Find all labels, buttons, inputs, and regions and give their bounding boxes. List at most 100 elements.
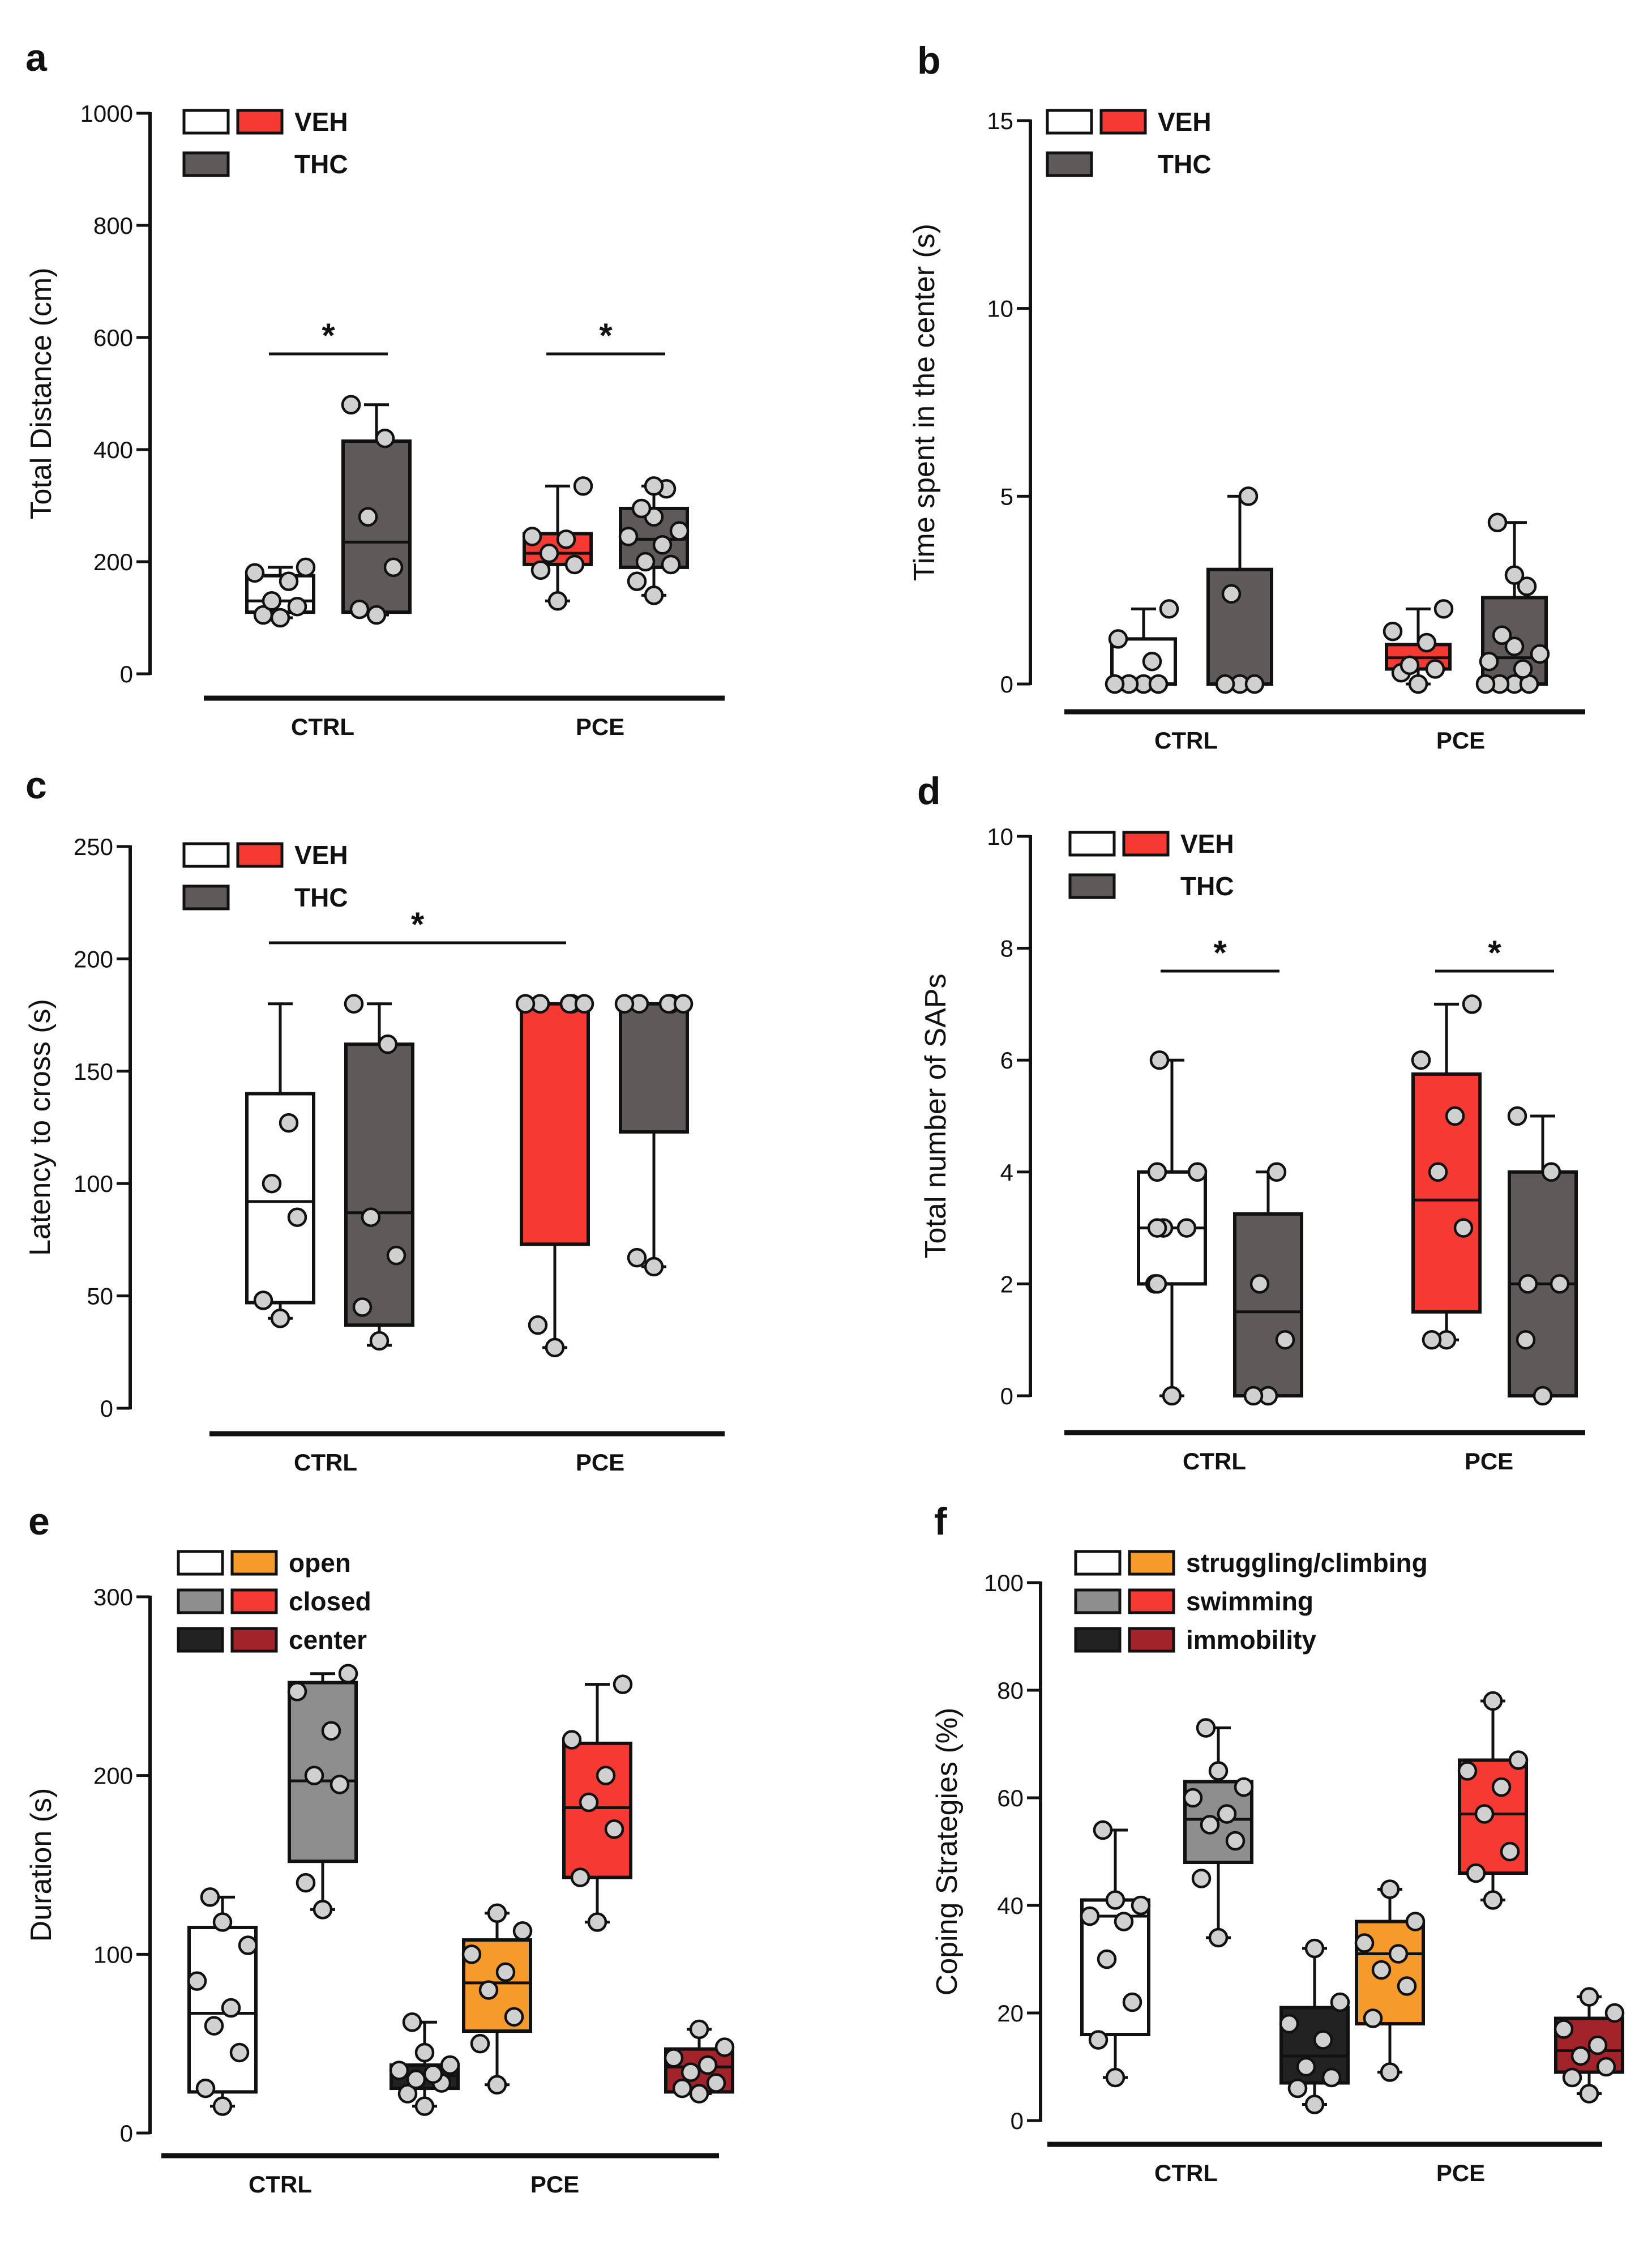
legend-swatch xyxy=(177,1588,224,1614)
data-point xyxy=(1380,2062,1400,2082)
legend-swatch xyxy=(177,1550,224,1576)
y-tick-label: 0 xyxy=(1000,1383,1013,1409)
data-point xyxy=(1221,584,1242,604)
y-tick-label: 100 xyxy=(74,1170,113,1197)
box-pce-open xyxy=(461,1903,533,2095)
data-point xyxy=(1279,2014,1299,2034)
legend-swatch xyxy=(1068,831,1116,857)
data-point xyxy=(341,395,361,415)
box-pce-center xyxy=(664,2019,735,2104)
box-ctrl-thc xyxy=(344,994,414,1351)
legend-label-immobility: immobility xyxy=(1186,1625,1316,1655)
y-tick-label: 5 xyxy=(1000,483,1013,510)
data-point xyxy=(321,1721,341,1741)
y-tick-label: 10 xyxy=(987,296,1013,322)
data-point xyxy=(522,527,542,546)
data-point xyxy=(344,994,364,1014)
data-point xyxy=(461,1944,482,1964)
iqr-box xyxy=(562,1741,632,1879)
y-axis-label: Total Distance (cm) xyxy=(25,268,58,520)
y-tick-label: 0 xyxy=(1000,671,1013,698)
panel-label: c xyxy=(25,764,47,807)
box-ctrl-thc xyxy=(341,395,412,625)
box-ctrl-veh xyxy=(1137,1050,1208,1406)
data-point xyxy=(313,1900,333,1920)
panel-label: f xyxy=(934,1500,947,1543)
data-point xyxy=(1425,659,1445,679)
data-point xyxy=(397,2084,418,2104)
y-tick-label: 0 xyxy=(120,661,133,687)
data-point xyxy=(1397,1976,1417,1996)
y-tick-label: 0 xyxy=(120,2120,133,2147)
data-point xyxy=(406,2070,426,2089)
data-point xyxy=(504,2007,524,2027)
data-point xyxy=(1541,1162,1561,1182)
box-pce-thc xyxy=(614,994,694,1277)
data-point xyxy=(1196,1718,1216,1738)
data-point xyxy=(1411,1050,1431,1070)
box-ctrl-swimming xyxy=(1183,1718,1254,1948)
data-point xyxy=(1330,1992,1350,2012)
data-point xyxy=(512,1921,533,1941)
data-point xyxy=(238,1935,258,1955)
data-point xyxy=(1108,629,1128,649)
data-point xyxy=(478,1980,499,2000)
box-pce-immobility xyxy=(1553,1987,1625,2104)
data-point xyxy=(1234,1777,1254,1797)
data-point xyxy=(358,507,378,527)
data-point xyxy=(587,1912,607,1932)
data-point xyxy=(195,2078,216,2098)
iqr-box xyxy=(341,439,412,614)
box-pce-veh xyxy=(515,994,594,1358)
data-point xyxy=(1105,1890,1125,1910)
y-tick-label: 300 xyxy=(93,1584,133,1610)
panel-c: c 0 50 100 150 200 250 Latency to cross (s) CTRL… xyxy=(24,764,725,1476)
data-point xyxy=(1453,1218,1474,1238)
data-point xyxy=(530,560,551,580)
box-pce-thc xyxy=(1507,1106,1578,1406)
data-point xyxy=(673,994,694,1014)
data-point xyxy=(515,994,536,1014)
legend-swatch xyxy=(230,1588,278,1614)
data-point xyxy=(1487,512,1508,533)
data-point xyxy=(1176,1218,1197,1238)
iqr-box xyxy=(344,1042,414,1327)
legend-label-thc: THC xyxy=(294,883,348,912)
data-point xyxy=(1408,674,1428,694)
data-point xyxy=(1183,1788,1203,1808)
data-point xyxy=(287,596,307,617)
data-point xyxy=(1142,651,1162,672)
panel-b: b 0 5 10 15 Time spent in the center (s) CTRL P… xyxy=(908,39,1585,754)
data-point xyxy=(253,1290,273,1310)
data-point xyxy=(440,2055,460,2075)
legend-swatch xyxy=(182,842,230,868)
data-point xyxy=(664,2048,684,2068)
data-point xyxy=(1492,625,1512,646)
y-tick-label: 0 xyxy=(1011,2108,1024,2134)
data-point xyxy=(1244,674,1265,694)
data-point xyxy=(1483,1691,1503,1711)
data-point xyxy=(1313,2030,1333,2050)
data-point xyxy=(613,1674,633,1694)
data-point xyxy=(564,554,585,575)
y-tick-label: 400 xyxy=(93,437,133,463)
data-point xyxy=(386,1245,406,1266)
iqr-box xyxy=(1411,1072,1482,1314)
data-point xyxy=(545,1337,565,1358)
data-point xyxy=(1208,1927,1229,1948)
data-point xyxy=(1080,1906,1100,1926)
data-point xyxy=(1416,632,1437,653)
data-point xyxy=(714,2037,735,2057)
category-label-pce: PCE xyxy=(1436,727,1485,754)
data-point xyxy=(618,527,639,546)
data-point xyxy=(1405,1912,1426,1931)
box-pce-veh xyxy=(522,476,593,611)
y-axis-label: Time spent in the center (s) xyxy=(908,224,941,581)
data-point xyxy=(1604,2003,1625,2023)
data-point xyxy=(253,605,273,625)
significance-star: * xyxy=(411,905,425,943)
y-tick-label: 100 xyxy=(93,1941,133,1968)
legend-swatch xyxy=(230,1550,278,1576)
data-point xyxy=(528,1315,548,1335)
